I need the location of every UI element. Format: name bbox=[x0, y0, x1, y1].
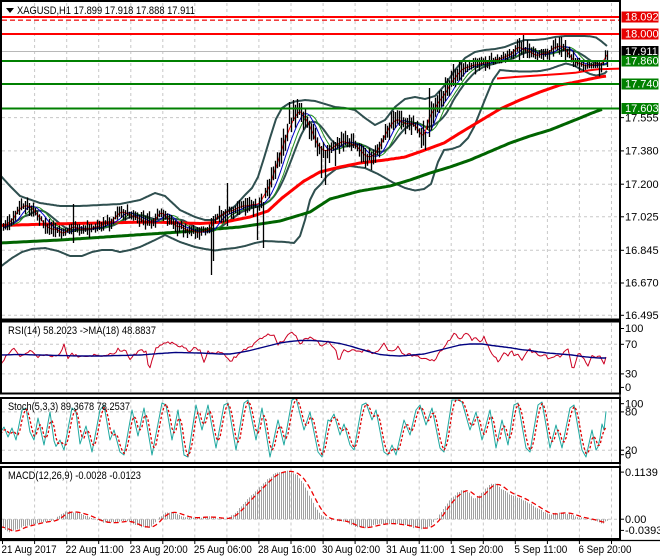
svg-text:17.911: 17.911 bbox=[625, 46, 658, 58]
svg-text:1 Sep 20:00: 1 Sep 20:00 bbox=[450, 544, 503, 556]
svg-text:MACD(12,26,9) -0.0028 -0.0123: MACD(12,26,9) -0.0028 -0.0123 bbox=[8, 470, 141, 482]
svg-text:-0.0393: -0.0393 bbox=[625, 525, 660, 537]
svg-text:80: 80 bbox=[625, 407, 637, 419]
svg-text:28 Aug 16:00: 28 Aug 16:00 bbox=[258, 544, 316, 556]
svg-text:18.000: 18.000 bbox=[625, 29, 659, 41]
svg-text:17.860: 17.860 bbox=[625, 56, 659, 68]
svg-text:0.1139: 0.1139 bbox=[625, 467, 658, 479]
svg-text:6 Sep 20:00: 6 Sep 20:00 bbox=[578, 544, 631, 556]
svg-text:17.603: 17.603 bbox=[625, 103, 659, 115]
svg-text:17.200: 17.200 bbox=[625, 179, 659, 191]
svg-text:16.845: 16.845 bbox=[625, 245, 659, 257]
svg-text:17.025: 17.025 bbox=[625, 212, 659, 224]
svg-text:5 Sep 11:00: 5 Sep 11:00 bbox=[514, 544, 567, 556]
svg-text:100: 100 bbox=[625, 323, 643, 335]
svg-text:31 Aug 11:00: 31 Aug 11:00 bbox=[386, 544, 444, 556]
svg-text:25 Aug 06:00: 25 Aug 06:00 bbox=[194, 544, 252, 556]
svg-text:16.670: 16.670 bbox=[625, 278, 659, 290]
svg-text:30: 30 bbox=[625, 369, 637, 381]
svg-text:17.555: 17.555 bbox=[625, 112, 659, 124]
svg-text:0: 0 bbox=[625, 449, 631, 461]
svg-text:0: 0 bbox=[625, 382, 631, 394]
svg-text:XAGUSD,H1 17.899 17.918 17.88: XAGUSD,H1 17.899 17.918 17.888 17.911 bbox=[17, 5, 195, 17]
svg-text:70: 70 bbox=[625, 339, 637, 351]
svg-text:30 Aug 02:00: 30 Aug 02:00 bbox=[322, 544, 380, 556]
svg-text:17.380: 17.380 bbox=[625, 146, 659, 158]
svg-text:22 Aug 11:00: 22 Aug 11:00 bbox=[66, 544, 124, 556]
svg-text:21 Aug 2017: 21 Aug 2017 bbox=[2, 544, 57, 556]
svg-text:Stoch(5,3,3) 89.3678 78.2537: Stoch(5,3,3) 89.3678 78.2537 bbox=[8, 401, 130, 413]
svg-text:18.092: 18.092 bbox=[625, 12, 659, 24]
svg-text:23 Aug 20:00: 23 Aug 20:00 bbox=[130, 544, 188, 556]
svg-text:RSI(14) 58.2023 ->MA(18) 48.8: RSI(14) 58.2023 ->MA(18) 48.8837 bbox=[8, 325, 156, 337]
svg-text:20: 20 bbox=[625, 445, 637, 457]
svg-text:100: 100 bbox=[625, 398, 643, 410]
svg-text:16.495: 16.495 bbox=[625, 310, 659, 322]
svg-text:17.740: 17.740 bbox=[625, 79, 659, 91]
svg-text:0.00: 0.00 bbox=[625, 514, 646, 526]
